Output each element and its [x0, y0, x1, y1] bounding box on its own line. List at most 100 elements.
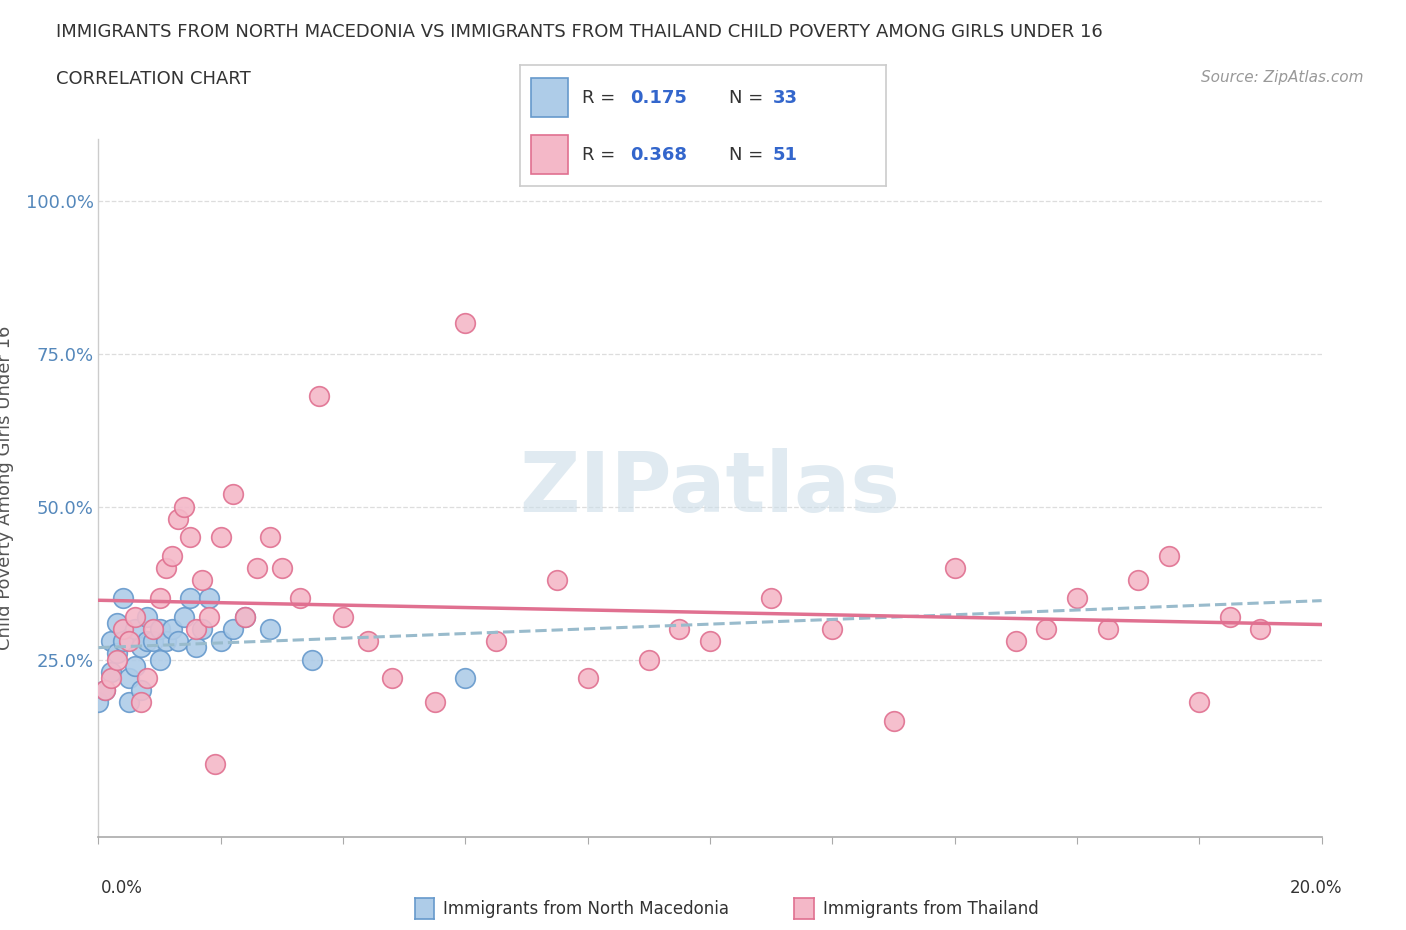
Point	[1249, 621, 1271, 636]
Point	[142, 633, 165, 648]
Point	[1219, 609, 1241, 624]
Point	[186, 621, 208, 636]
Point	[546, 573, 568, 588]
Point	[1188, 695, 1211, 710]
Text: R =: R =	[582, 88, 621, 107]
Text: IMMIGRANTS FROM NORTH MACEDONIA VS IMMIGRANTS FROM THAILAND CHILD POVERTY AMONG : IMMIGRANTS FROM NORTH MACEDONIA VS IMMIG…	[56, 23, 1102, 41]
Point	[118, 633, 141, 648]
FancyBboxPatch shape	[531, 135, 568, 174]
Point	[129, 640, 152, 655]
Point	[576, 671, 599, 685]
Point	[136, 609, 159, 624]
Point	[197, 591, 219, 605]
Point	[167, 512, 190, 526]
Point	[136, 671, 159, 685]
Point	[100, 664, 122, 679]
Point	[209, 530, 232, 545]
Point	[1004, 633, 1026, 648]
Point	[943, 561, 966, 576]
Point	[233, 609, 256, 624]
Text: Immigrants from Thailand: Immigrants from Thailand	[823, 899, 1038, 918]
Point	[142, 621, 165, 636]
Point	[290, 591, 312, 605]
Point	[332, 609, 354, 624]
Point	[124, 658, 146, 673]
Point	[167, 633, 190, 648]
Point	[93, 683, 115, 698]
Text: Immigrants from North Macedonia: Immigrants from North Macedonia	[443, 899, 728, 918]
Point	[160, 548, 183, 563]
Point	[883, 713, 905, 728]
Point	[1066, 591, 1088, 605]
Point	[105, 616, 128, 631]
Point	[1128, 573, 1150, 588]
Text: N =: N =	[728, 88, 769, 107]
Point	[118, 671, 141, 685]
Point	[160, 621, 183, 636]
Point	[129, 695, 152, 710]
Point	[100, 671, 122, 685]
Point	[105, 652, 128, 667]
Text: CORRELATION CHART: CORRELATION CHART	[56, 70, 252, 87]
Text: N =: N =	[728, 146, 769, 164]
Point	[186, 640, 208, 655]
Point	[821, 621, 844, 636]
Point	[93, 683, 115, 698]
Text: ZIPatlas: ZIPatlas	[520, 447, 900, 529]
Point	[356, 633, 378, 648]
Point	[454, 671, 477, 685]
Text: 33: 33	[772, 88, 797, 107]
Point	[105, 646, 128, 661]
Point	[246, 561, 269, 576]
Point	[259, 621, 281, 636]
Point	[423, 695, 446, 710]
Text: 0.368: 0.368	[630, 146, 688, 164]
Point	[222, 487, 245, 502]
Point	[87, 695, 110, 710]
Point	[301, 652, 323, 667]
Point	[111, 591, 134, 605]
Point	[1035, 621, 1057, 636]
Point	[191, 621, 214, 636]
Point	[668, 621, 690, 636]
Point	[111, 621, 134, 636]
Text: 0.175: 0.175	[630, 88, 686, 107]
Text: R =: R =	[582, 146, 621, 164]
Point	[155, 633, 177, 648]
Point	[454, 315, 477, 330]
Point	[149, 621, 172, 636]
Point	[191, 573, 214, 588]
Point	[259, 530, 281, 545]
Text: 20.0%: 20.0%	[1291, 879, 1343, 897]
Point	[100, 633, 122, 648]
Text: 0.0%: 0.0%	[101, 879, 143, 897]
Point	[270, 561, 292, 576]
Point	[1157, 548, 1180, 563]
Point	[233, 609, 256, 624]
Point	[209, 633, 232, 648]
Point	[197, 609, 219, 624]
Point	[118, 695, 141, 710]
Point	[179, 591, 201, 605]
Point	[155, 561, 177, 576]
Text: Source: ZipAtlas.com: Source: ZipAtlas.com	[1201, 70, 1364, 85]
Point	[136, 633, 159, 648]
Y-axis label: Child Poverty Among Girls Under 16: Child Poverty Among Girls Under 16	[0, 326, 14, 650]
Point	[124, 609, 146, 624]
Point	[179, 530, 201, 545]
Point	[759, 591, 782, 605]
Point	[1097, 621, 1119, 636]
Point	[637, 652, 661, 667]
Point	[129, 683, 152, 698]
Point	[381, 671, 404, 685]
Point	[124, 621, 146, 636]
Point	[173, 609, 195, 624]
Point	[149, 591, 172, 605]
FancyBboxPatch shape	[531, 78, 568, 117]
Text: 51: 51	[772, 146, 797, 164]
Point	[111, 633, 134, 648]
Point	[173, 499, 195, 514]
Point	[699, 633, 721, 648]
Point	[149, 652, 172, 667]
Point	[485, 633, 508, 648]
